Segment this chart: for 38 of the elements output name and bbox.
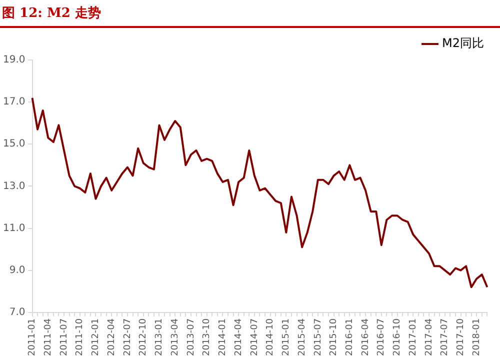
legend-label: M2同比 xyxy=(442,36,484,50)
x-tick-label: 2014-07 xyxy=(250,318,260,356)
y-tick-label: 11.0 xyxy=(3,222,26,234)
x-tick-label: 2017-07 xyxy=(440,318,450,356)
x-tick-label: 2015-04 xyxy=(297,318,308,356)
x-tick-label: 2015-07 xyxy=(313,318,324,356)
y-tick-label: 17.0 xyxy=(3,96,26,108)
x-tick-label: 2017-04 xyxy=(424,318,434,356)
x-tick-label: 2013-01 xyxy=(154,318,165,356)
x-tick-label: 2012-01 xyxy=(91,318,102,356)
x-tick-label: 2012-10 xyxy=(138,318,149,356)
x-tick-label: 2012-04 xyxy=(106,318,117,356)
x-tick-label: 2014-01 xyxy=(218,318,228,356)
chart-title: 图 12: M2 走势 xyxy=(1,5,102,23)
y-tick-label: 19.0 xyxy=(3,54,26,66)
x-tick-label: 2015-10 xyxy=(329,318,340,356)
y-tick-label: 7.0 xyxy=(9,306,26,318)
y-tick-label: 15.0 xyxy=(3,138,26,150)
x-tick-label: 2013-07 xyxy=(186,318,196,356)
x-tick-label: 2015-01 xyxy=(282,318,292,356)
x-tick-label: 2014-10 xyxy=(266,318,276,356)
x-tick-label: 2011-07 xyxy=(59,318,70,356)
x-tick-label: 2012-07 xyxy=(122,318,133,356)
x-tick-label: 2011-10 xyxy=(75,318,86,356)
x-tick-label: 2013-04 xyxy=(170,318,180,356)
x-tick-label: 2014-04 xyxy=(234,318,244,356)
x-tick-label: 2011-01 xyxy=(28,318,38,356)
x-tick-label: 2017-01 xyxy=(408,318,418,356)
x-tick-label: 2016-01 xyxy=(345,318,356,356)
x-tick-label: 2017-10 xyxy=(456,318,466,356)
x-tick-label: 2016-04 xyxy=(360,318,371,356)
y-tick-label: 9.0 xyxy=(9,264,26,276)
x-tick-label: 2016-10 xyxy=(392,318,403,356)
x-tick-label: 2013-10 xyxy=(202,318,212,356)
x-tick-label: 2011-04 xyxy=(43,318,54,356)
x-tick-label: 2016-07 xyxy=(376,318,387,356)
y-tick-label: 13.0 xyxy=(3,180,26,192)
x-tick-label: 2018-01 xyxy=(472,318,482,356)
